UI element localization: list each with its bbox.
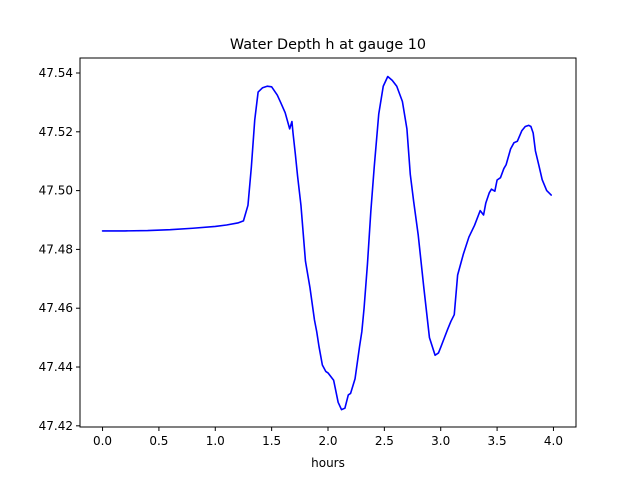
plot-area <box>101 75 553 411</box>
x-tick-label: 3.5 <box>488 434 507 448</box>
x-axis: 0.0 0.5 1.0 1.5 2.0 2.5 3.0 3.5 4.0 <box>93 427 563 448</box>
y-tick-label: 47.42 <box>39 419 73 433</box>
y-tick-label: 47.52 <box>39 125 73 139</box>
y-tick-label: 47.46 <box>39 301 73 315</box>
x-tick-label: 1.5 <box>262 434 281 448</box>
y-tick-label: 47.44 <box>39 360 73 374</box>
x-tick-label: 3.0 <box>431 434 450 448</box>
y-tick-label: 47.54 <box>39 66 73 80</box>
chart-title: Water Depth h at gauge 10 <box>230 37 426 53</box>
y-tick-label: 47.50 <box>39 184 73 198</box>
x-tick-label: 4.0 <box>544 434 563 448</box>
x-tick-label: 2.5 <box>375 434 394 448</box>
x-tick-label: 0.0 <box>93 434 112 448</box>
x-axis-label: hours <box>311 456 345 470</box>
series-line-0 <box>101 75 553 411</box>
x-tick-label: 0.5 <box>149 434 168 448</box>
y-axis: 47.42 47.44 47.46 47.48 47.50 47.52 47.54 <box>39 66 80 433</box>
x-tick-label: 1.0 <box>206 434 225 448</box>
y-tick-label: 47.48 <box>39 242 73 256</box>
x-tick-label: 2.0 <box>318 434 337 448</box>
